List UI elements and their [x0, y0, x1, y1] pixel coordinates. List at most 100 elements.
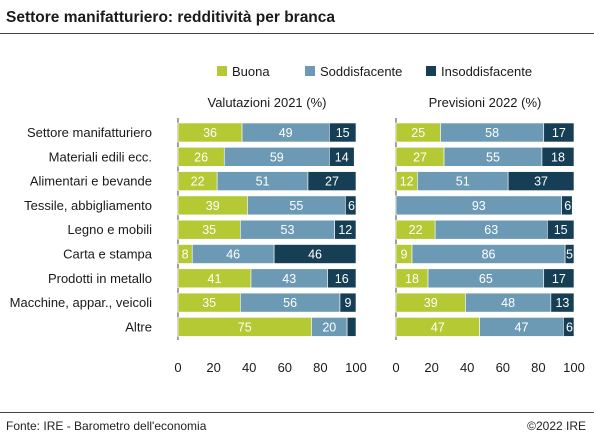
data-label: 9 [401, 248, 408, 262]
data-label: 17 [552, 126, 566, 140]
data-label: 37 [534, 175, 548, 189]
data-label: 9 [345, 296, 352, 310]
data-label: 51 [256, 175, 270, 189]
bar-insoddisfacente [564, 244, 575, 264]
data-label: 20 [322, 320, 336, 334]
tick-label: 60 [496, 360, 510, 375]
data-label: 26 [194, 150, 208, 164]
legend-swatch-insoddisfacente [426, 66, 436, 76]
tick-label: 40 [460, 360, 474, 375]
data-label: 16 [335, 272, 349, 286]
data-label: 35 [202, 223, 216, 237]
tick-label: 80 [313, 360, 327, 375]
data-label: 48 [501, 296, 515, 310]
legend-label-insoddisfacente: Insoddisfacente [441, 64, 532, 79]
data-label: 39 [424, 296, 438, 310]
bar-insoddisfacente [561, 195, 573, 216]
legend-swatch-soddisfacente [305, 66, 315, 76]
bar-insoddisfacente [546, 219, 575, 240]
tick-label: 100 [345, 360, 367, 375]
tick-label: 100 [563, 360, 585, 375]
data-label: 63 [484, 223, 498, 237]
bar-insoddisfacente [507, 171, 575, 191]
bar-insoddisfacente [328, 147, 355, 167]
category-label: Tessile, abbigliamento [24, 198, 152, 213]
category-label: Legno e mobili [67, 222, 152, 237]
tick-label: 0 [392, 360, 399, 375]
category-label: Prodotti in metallo [48, 271, 152, 286]
data-label: 17 [552, 272, 566, 286]
legend-label-soddisfacente: Soddisfacente [320, 64, 402, 79]
bottom-rule [0, 412, 594, 413]
data-label: 43 [282, 272, 296, 286]
data-label: 93 [472, 199, 486, 213]
chart-title: Settore manifatturiero: redditività per … [6, 9, 336, 26]
data-label: 5 [566, 248, 573, 262]
data-label: 86 [482, 248, 496, 262]
tick-label: 80 [531, 360, 545, 375]
data-label: 55 [289, 199, 303, 213]
data-label: 53 [281, 223, 295, 237]
data-label: 56 [283, 296, 297, 310]
category-label: Altre [125, 319, 152, 334]
bar-insoddisfacente [307, 171, 357, 191]
data-label: 47 [431, 320, 445, 334]
data-label: 18 [405, 272, 419, 286]
tick-label: 60 [278, 360, 292, 375]
category-label: Materiali edili ecc. [49, 149, 152, 164]
legend-label-buona: Buona [232, 64, 270, 79]
bar-insoddisfacente [550, 292, 575, 313]
data-label: 27 [413, 150, 427, 164]
category-label: Settore manifatturiero [27, 125, 152, 140]
data-label: 25 [411, 126, 425, 140]
data-label: 65 [479, 272, 493, 286]
data-label: 15 [554, 223, 568, 237]
data-label: 6 [348, 199, 355, 213]
data-label: 27 [325, 175, 339, 189]
data-label: 15 [336, 126, 350, 140]
bar-insoddisfacente [334, 219, 357, 240]
category-label: Macchine, appar., veicoli [10, 295, 152, 310]
tick-label: 20 [424, 360, 438, 375]
source-note: Fonte: IRE - Barometro dell'economia [6, 419, 207, 433]
tick-label: 20 [206, 360, 220, 375]
data-label: 18 [551, 150, 565, 164]
bar-insoddisfacente [339, 292, 357, 313]
data-label: 13 [555, 296, 569, 310]
legend-swatch-buona [217, 66, 227, 76]
tick-label: 0 [174, 360, 181, 375]
bar-insoddisfacente [543, 268, 575, 289]
data-label: 46 [226, 248, 240, 262]
copyright-note: ©2022 IRE [527, 419, 586, 433]
data-label: 36 [203, 126, 217, 140]
data-label: 22 [409, 223, 423, 237]
bar-insoddisfacente [563, 317, 575, 337]
bar-insoddisfacente [345, 195, 357, 216]
data-label: 6 [566, 320, 573, 334]
bar-insoddisfacente [541, 147, 575, 167]
data-label: 58 [485, 126, 499, 140]
data-label: 51 [456, 175, 470, 189]
data-label: 6 [564, 199, 571, 213]
stacked-bar-chart: Buona Soddisfacente Insoddisfacente Settore… [10, 64, 585, 375]
data-label: 8 [182, 248, 189, 262]
data-label: 49 [279, 126, 293, 140]
tick-label: 40 [242, 360, 256, 375]
data-label: 22 [191, 175, 205, 189]
bar-insoddisfacente [346, 317, 357, 337]
data-label: 39 [206, 199, 220, 213]
data-label: 35 [202, 296, 216, 310]
data-label: 14 [335, 150, 349, 164]
data-label: 47 [515, 320, 529, 334]
data-label: 75 [238, 320, 252, 334]
bar-insoddisfacente [543, 122, 575, 143]
data-label: 12 [338, 223, 352, 237]
panel-title: Valutazioni 2021 (%) [208, 95, 327, 110]
category-label: Carta e stampa [63, 247, 153, 262]
category-label: Alimentari e bevande [30, 174, 152, 189]
data-label: 59 [270, 150, 284, 164]
bar-insoddisfacente [328, 122, 357, 143]
top-rule [0, 33, 594, 34]
bar-insoddisfacente [273, 244, 357, 264]
bar-insoddisfacente [327, 268, 357, 289]
